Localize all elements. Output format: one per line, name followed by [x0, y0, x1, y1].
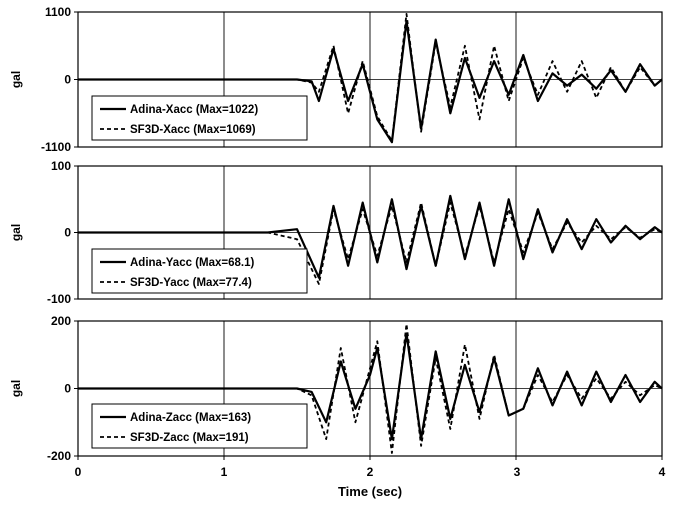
panel-1-legend-box	[91, 95, 308, 141]
x-axis-title: Time (sec)	[338, 484, 402, 499]
panel-2-legend-box	[91, 248, 308, 294]
panel-2-y-axis-title: gal	[9, 224, 23, 241]
panel-3-legend-entry-2: SF3D-Zacc (Max=191)	[130, 432, 249, 444]
panel-3-y-axis-title: gal	[9, 380, 23, 397]
panel-3-y-tick-label-0: 200	[51, 314, 71, 328]
panel-1-y-tick-label-0: 1100	[45, 5, 71, 19]
panel-1-series-adina	[78, 20, 663, 144]
panel-1-legend-entry-1: Adina-Xacc (Max=1022)	[130, 104, 258, 116]
panel-3-series-adina	[78, 332, 663, 441]
x-tick-label-0: 0	[75, 465, 82, 479]
panel-1-series-sf3d	[78, 12, 663, 142]
panel-1-y-axis-title: gal	[9, 71, 23, 88]
panel-2-y-tick-label-1: 0	[64, 226, 71, 240]
panel-1-y-tick-label-1: 0	[64, 73, 71, 87]
x-tick-label-1: 1	[221, 465, 228, 479]
panel-3-y-tick-label-2: -200	[47, 449, 71, 463]
panel-2-y-tick-label-0: 100	[51, 159, 71, 173]
panel-3-y-tick-label-1: 0	[64, 382, 71, 396]
panel-2-legend-entry-2: SF3D-Yacc (Max=77.4)	[130, 277, 252, 289]
panel-2-legend-entry-1: Adina-Yacc (Max=68.1)	[130, 257, 254, 269]
panel-3-legend-box	[91, 403, 308, 449]
x-tick-label-4: 4	[659, 465, 666, 479]
x-tick-label-2: 2	[367, 465, 374, 479]
panel-3-series-sf3d	[78, 323, 663, 454]
panel-2-series-sf3d	[78, 201, 663, 285]
panel-2-y-tick-label-2: -100	[47, 292, 71, 306]
panel-3-legend-entry-1: Adina-Zacc (Max=163)	[130, 412, 251, 424]
panel-1-y-tick-label-2: -1100	[41, 140, 71, 154]
panel-1-legend-entry-2: SF3D-Xacc (Max=1069)	[130, 124, 256, 136]
x-tick-label-3: 3	[514, 465, 521, 479]
